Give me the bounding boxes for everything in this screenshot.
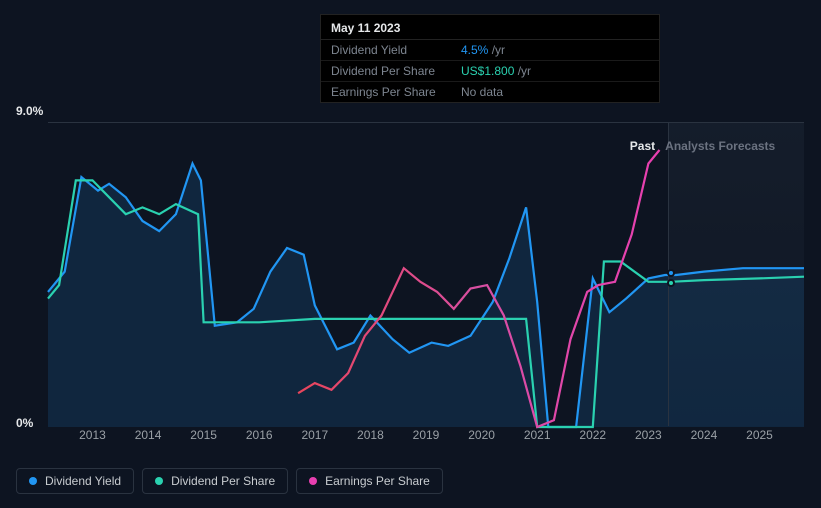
x-tick: 2022 [579,428,606,442]
x-tick: 2018 [357,428,384,442]
x-tick: 2014 [135,428,162,442]
legend-label: Dividend Per Share [171,474,275,488]
legend-dot-icon [155,477,163,485]
time-split-labels: Past Analysts Forecasts [630,139,775,153]
plot-area[interactable]: Past Analysts Forecasts [48,122,804,426]
x-tick: 2025 [746,428,773,442]
x-tick: 2015 [190,428,217,442]
x-tick: 2016 [246,428,273,442]
area-dividend-yield [48,164,804,428]
x-tick: 2020 [468,428,495,442]
legend-earnings-per-share[interactable]: Earnings Per Share [296,468,443,494]
tooltip-row-value: 4.5% /yr [461,43,505,57]
x-tick: 2019 [413,428,440,442]
x-tick: 2017 [301,428,328,442]
chart-tooltip: May 11 2023 Dividend Yield4.5% /yrDivide… [320,14,660,103]
label-past: Past [630,139,655,153]
legend-label: Dividend Yield [45,474,121,488]
legend-dividend-per-share[interactable]: Dividend Per Share [142,468,288,494]
tooltip-row-label: Dividend Yield [331,43,461,57]
legend-label: Earnings Per Share [325,474,430,488]
tooltip-rows: Dividend Yield4.5% /yrDividend Per Share… [321,40,659,102]
legend-dot-icon [309,477,317,485]
x-tick: 2023 [635,428,662,442]
y-axis-max: 9.0% [16,104,43,118]
legend-dividend-yield[interactable]: Dividend Yield [16,468,134,494]
tooltip-row: Earnings Per ShareNo data [321,82,659,102]
y-axis-min: 0% [16,416,33,430]
legend: Dividend Yield Dividend Per Share Earnin… [16,468,443,494]
tooltip-date: May 11 2023 [321,15,659,40]
tooltip-row-value: US$1.800 /yr [461,64,531,78]
x-axis: 2013 2014 2015 2016 2017 2018 2019 2020 2021 2022… [48,428,804,448]
series-marker [667,279,675,287]
legend-dot-icon [29,477,37,485]
x-tick: 2013 [79,428,106,442]
dividend-chart[interactable]: 9.0% 0% PastAnalysts Forecasts [16,108,804,448]
tooltip-row: Dividend Per ShareUS$1.800 /yr [321,61,659,82]
tooltip-row-label: Earnings Per Share [331,85,461,99]
tooltip-row-label: Dividend Per Share [331,64,461,78]
series-marker [667,269,675,277]
tooltip-row-value: No data [461,85,503,99]
chart-svg [48,123,804,426]
tooltip-row: Dividend Yield4.5% /yr [321,40,659,61]
label-forecast: Analysts Forecasts [665,139,775,153]
x-tick: 2024 [691,428,718,442]
x-tick: 2021 [524,428,551,442]
